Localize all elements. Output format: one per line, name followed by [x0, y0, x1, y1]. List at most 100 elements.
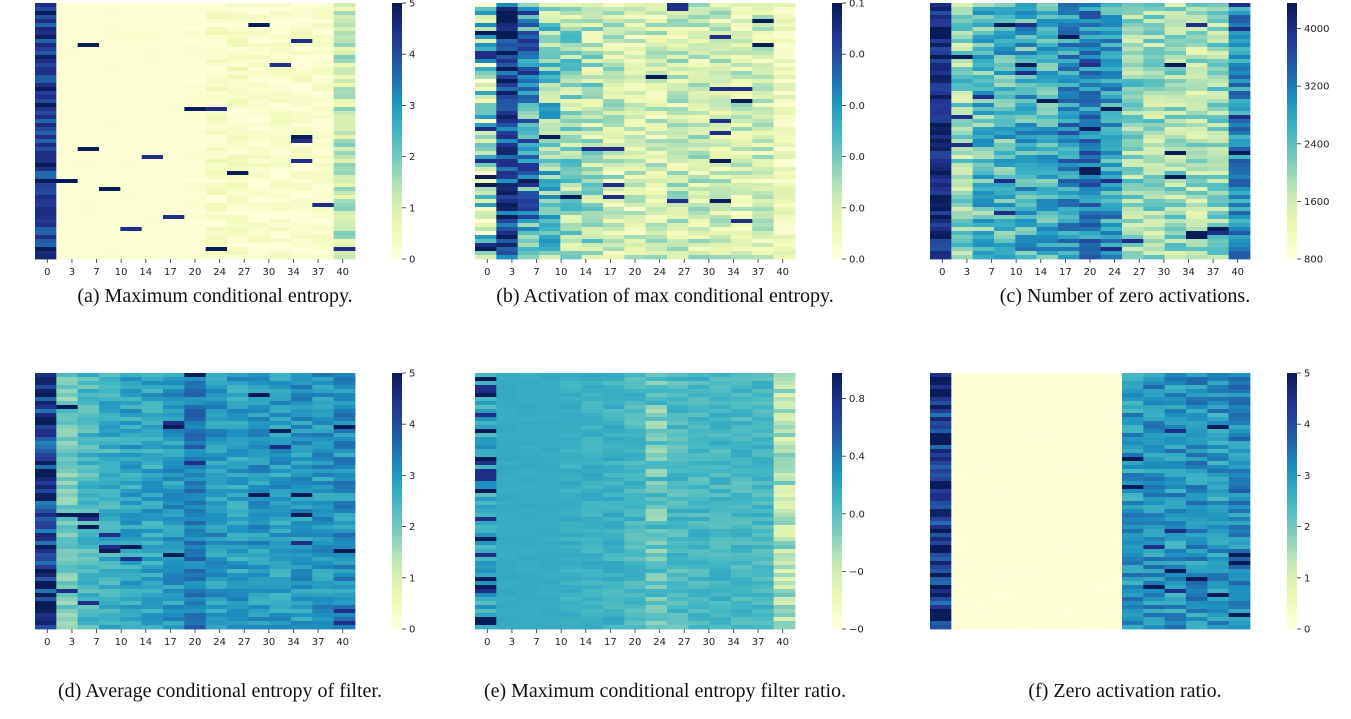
heatmap-cell	[184, 485, 207, 490]
heatmap-cell	[560, 111, 583, 116]
heatmap-cell	[312, 247, 335, 252]
heatmap-cell	[248, 489, 271, 494]
heatmap-cell	[77, 83, 100, 88]
heatmap-cell	[1186, 191, 1208, 196]
heatmap-cell	[624, 143, 647, 148]
heatmap-cell	[1143, 115, 1166, 120]
heatmap-cell	[333, 449, 356, 454]
heatmap-cell	[773, 211, 796, 216]
heatmap-cell	[951, 223, 974, 228]
heatmap-cell	[248, 425, 271, 430]
heatmap-cell	[1164, 75, 1187, 80]
heatmap-cell	[496, 501, 519, 506]
colorbar-segment	[832, 31, 842, 36]
heatmap-cell	[205, 163, 228, 168]
heatmap-cell	[539, 513, 561, 518]
heatmap-cell	[291, 505, 313, 510]
heatmap-cell	[972, 7, 995, 12]
heatmap-cell	[269, 235, 292, 240]
colorbar-segment	[392, 552, 402, 556]
heatmap-cell	[77, 151, 100, 156]
heatmap-cell	[77, 67, 100, 72]
heatmap-cell	[667, 55, 689, 60]
heatmap-cell	[141, 227, 164, 232]
heatmap-cell	[624, 517, 647, 522]
heatmap-cell	[475, 373, 497, 378]
heatmap-cell	[269, 79, 292, 84]
colorbar-segment	[392, 140, 402, 145]
colorbar-segment	[832, 108, 842, 113]
heatmap-cell	[163, 71, 185, 76]
heatmap-cell	[581, 95, 604, 100]
heatmap-cell	[184, 191, 207, 196]
heatmap-cell	[205, 27, 228, 32]
heatmap-cell	[475, 19, 497, 24]
colorbar-segment	[392, 376, 402, 380]
heatmap-cell	[1207, 203, 1230, 208]
heatmap-cell	[1036, 19, 1059, 24]
heatmap-cell	[269, 537, 292, 542]
heatmap-cell	[205, 453, 228, 458]
heatmap-cell	[227, 251, 249, 256]
heatmap-cell	[184, 449, 207, 454]
x-tick-label: 10	[555, 267, 568, 278]
heatmap-cell	[77, 373, 100, 378]
heatmap-cell	[141, 91, 164, 96]
heatmap-cell	[1207, 103, 1230, 108]
heatmap-cell	[645, 573, 668, 578]
heatmap-cell	[184, 401, 207, 406]
colorbar-segment	[392, 513, 402, 518]
heatmap-cell	[539, 235, 561, 240]
heatmap-cell	[99, 231, 121, 236]
heatmap-cell	[1036, 59, 1059, 64]
colorbar-segment	[392, 411, 402, 416]
heatmap-cell	[496, 437, 519, 442]
heatmap-cell	[77, 179, 100, 184]
colorbar-segment	[392, 488, 402, 492]
heatmap-cell	[603, 433, 625, 438]
heatmap-cell	[99, 59, 121, 64]
heatmap-cell	[1100, 79, 1123, 84]
heatmap-cell	[333, 605, 356, 610]
heatmap-cell	[1036, 183, 1059, 188]
heatmap-cell	[291, 617, 313, 622]
colorbar-segment	[832, 150, 842, 154]
heatmap-cell	[773, 107, 796, 112]
heatmap-cell	[99, 441, 121, 446]
heatmap-cell	[77, 377, 100, 382]
heatmap-cell	[560, 485, 583, 490]
heatmap-cell	[1164, 135, 1187, 140]
heatmap-cell	[624, 3, 647, 8]
heatmap-cell	[1015, 91, 1038, 96]
heatmap-cell	[248, 251, 271, 256]
x-axis-c: 0 3 7 10 14 17 20 24 27 30 34 37 40	[939, 259, 1244, 278]
heatmap-cell	[645, 549, 668, 554]
heatmap-cell	[333, 613, 356, 618]
heatmap-cell	[141, 577, 164, 582]
heatmap-cell	[539, 429, 561, 434]
heatmap-cell	[312, 51, 335, 56]
heatmap-cell	[141, 517, 164, 522]
heatmap-cell	[120, 203, 143, 208]
heatmap-cell	[312, 581, 335, 586]
heatmap-cell	[517, 581, 540, 586]
heatmap-cell	[930, 151, 952, 156]
heatmap-cell	[1122, 227, 1144, 232]
heatmap-cell	[35, 163, 57, 168]
heatmap-cell	[227, 83, 249, 88]
heatmap-cell	[56, 51, 79, 56]
heatmap-cell	[1079, 255, 1102, 260]
heatmap-cell	[269, 251, 292, 256]
heatmap-cell	[994, 191, 1016, 196]
heatmap-cell	[581, 155, 604, 160]
x-tick-label: 20	[189, 267, 202, 278]
heatmap-cell	[333, 585, 356, 590]
heatmap-cell	[496, 581, 519, 586]
heatmap-cell	[56, 613, 79, 618]
heatmap-cell	[752, 11, 775, 16]
colorbar-segment	[392, 414, 402, 419]
heatmap-cell	[667, 195, 689, 200]
heatmap-cell	[517, 155, 540, 160]
heatmap-cell	[1122, 203, 1144, 208]
heatmap-cell	[624, 417, 647, 422]
